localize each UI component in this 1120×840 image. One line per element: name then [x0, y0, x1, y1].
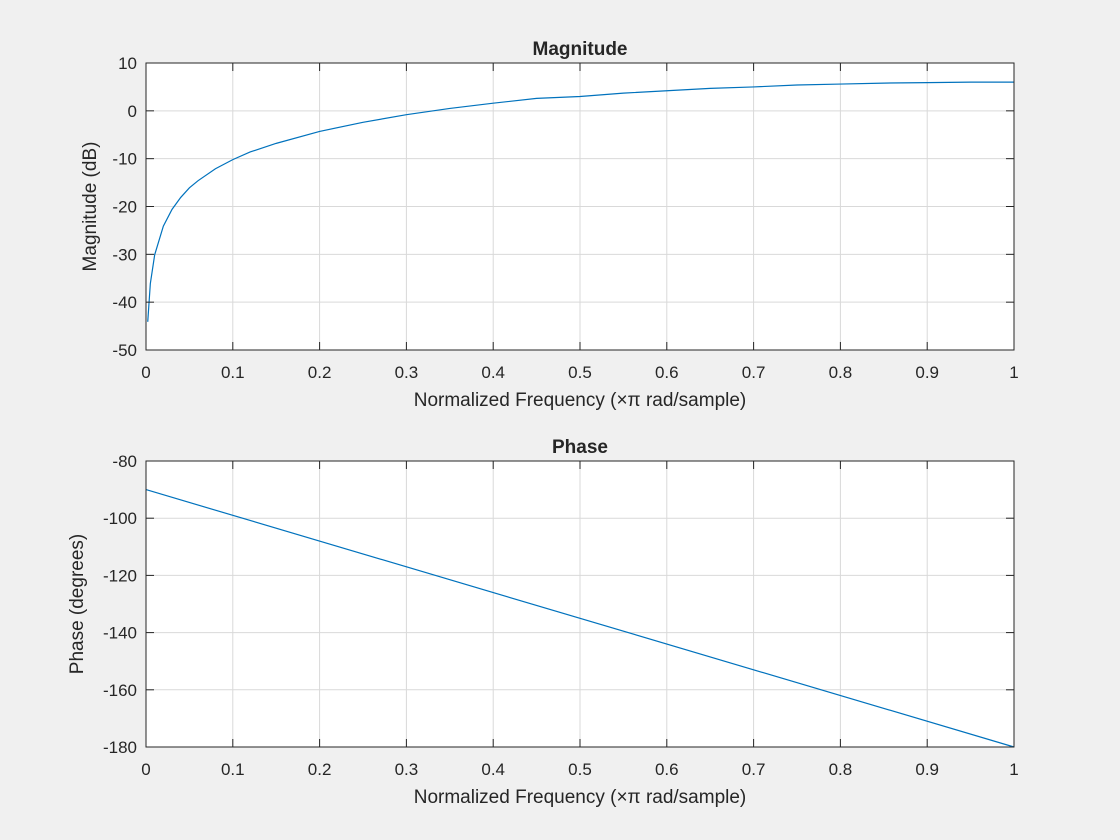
magnitude-x-tick-label: 0.3: [395, 363, 419, 382]
phase-plot: 0 0.1 0.2 0.3 0.4 0.5 0.6 0.7 0.8 0.9 1 -80 -100 -120…: [67, 437, 1019, 808]
magnitude-x-tick-label: 0: [141, 363, 150, 382]
phase-x-tick-label: 0.9: [915, 760, 939, 779]
phase-x-tick-label: 0.5: [568, 760, 592, 779]
magnitude-y-tick-label: -40: [112, 293, 137, 312]
magnitude-x-tick-label: 0.9: [915, 363, 939, 382]
phase-title: Phase: [552, 437, 608, 458]
phase-x-tick-label: 0.6: [655, 760, 679, 779]
magnitude-y-tick-label: -20: [112, 198, 137, 217]
phase-x-axis-label: Normalized Frequency (×π rad/sample): [414, 787, 747, 808]
phase-y-tick-label: -160: [103, 681, 137, 700]
phase-x-tick-label: 0.2: [308, 760, 332, 779]
phase-y-tick-label: -100: [103, 509, 137, 528]
phase-x-tick-label: 0: [141, 760, 150, 779]
phase-y-axis-label: Phase (degrees): [67, 534, 88, 674]
phase-series-line: [145, 489, 1015, 748]
magnitude-y-axis-label: Magnitude (dB): [80, 142, 101, 272]
phase-x-tick-label: 0.8: [829, 760, 853, 779]
magnitude-x-axis-label: Normalized Frequency (×π rad/sample): [414, 390, 747, 411]
phase-x-tick-label: 1: [1009, 760, 1018, 779]
magnitude-x-tick-label: 1: [1009, 363, 1018, 382]
magnitude-y-tick-label: 0: [128, 102, 137, 121]
phase-y-tick-label: -120: [103, 566, 137, 585]
magnitude-x-tick-label: 0.4: [481, 363, 505, 382]
magnitude-x-tick-label: 0.6: [655, 363, 679, 382]
magnitude-x-tick-label: 0.1: [221, 363, 245, 382]
magnitude-plot: 0 0.1 0.2 0.3 0.4 0.5 0.6 0.7 0.8 0.9 1 10 0 -10 -20 -3…: [80, 39, 1019, 411]
magnitude-title: Magnitude: [533, 39, 628, 60]
phase-x-tick-label: 0.1: [221, 760, 245, 779]
phase-x-tick-label: 0.7: [742, 760, 766, 779]
magnitude-x-tick-label: 0.8: [829, 363, 853, 382]
magnitude-x-tick-label: 0.7: [742, 363, 766, 382]
magnitude-y-tick-label: -10: [112, 150, 137, 169]
phase-y-tick-label: -180: [103, 738, 137, 757]
magnitude-y-tick-label: -30: [112, 245, 137, 264]
phase-x-tick-label: 0.4: [481, 760, 505, 779]
magnitude-x-tick-label: 0.2: [308, 363, 332, 382]
phase-y-tick-label: -140: [103, 624, 137, 643]
magnitude-y-tick-label: 10: [118, 54, 137, 73]
phase-y-tick-label: -80: [112, 452, 137, 471]
phase-x-tick-label: 0.3: [395, 760, 419, 779]
magnitude-x-tick-label: 0.5: [568, 363, 592, 382]
magnitude-series-line: [147, 81, 1014, 322]
magnitude-y-tick-label: -50: [112, 341, 137, 360]
